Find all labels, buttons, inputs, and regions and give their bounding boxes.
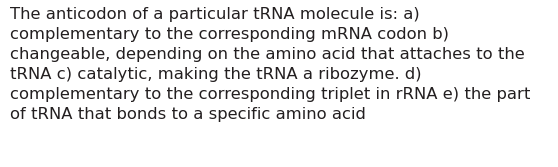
Text: The anticodon of a particular tRNA molecule is: a)
complementary to the correspo: The anticodon of a particular tRNA molec…: [10, 7, 531, 122]
